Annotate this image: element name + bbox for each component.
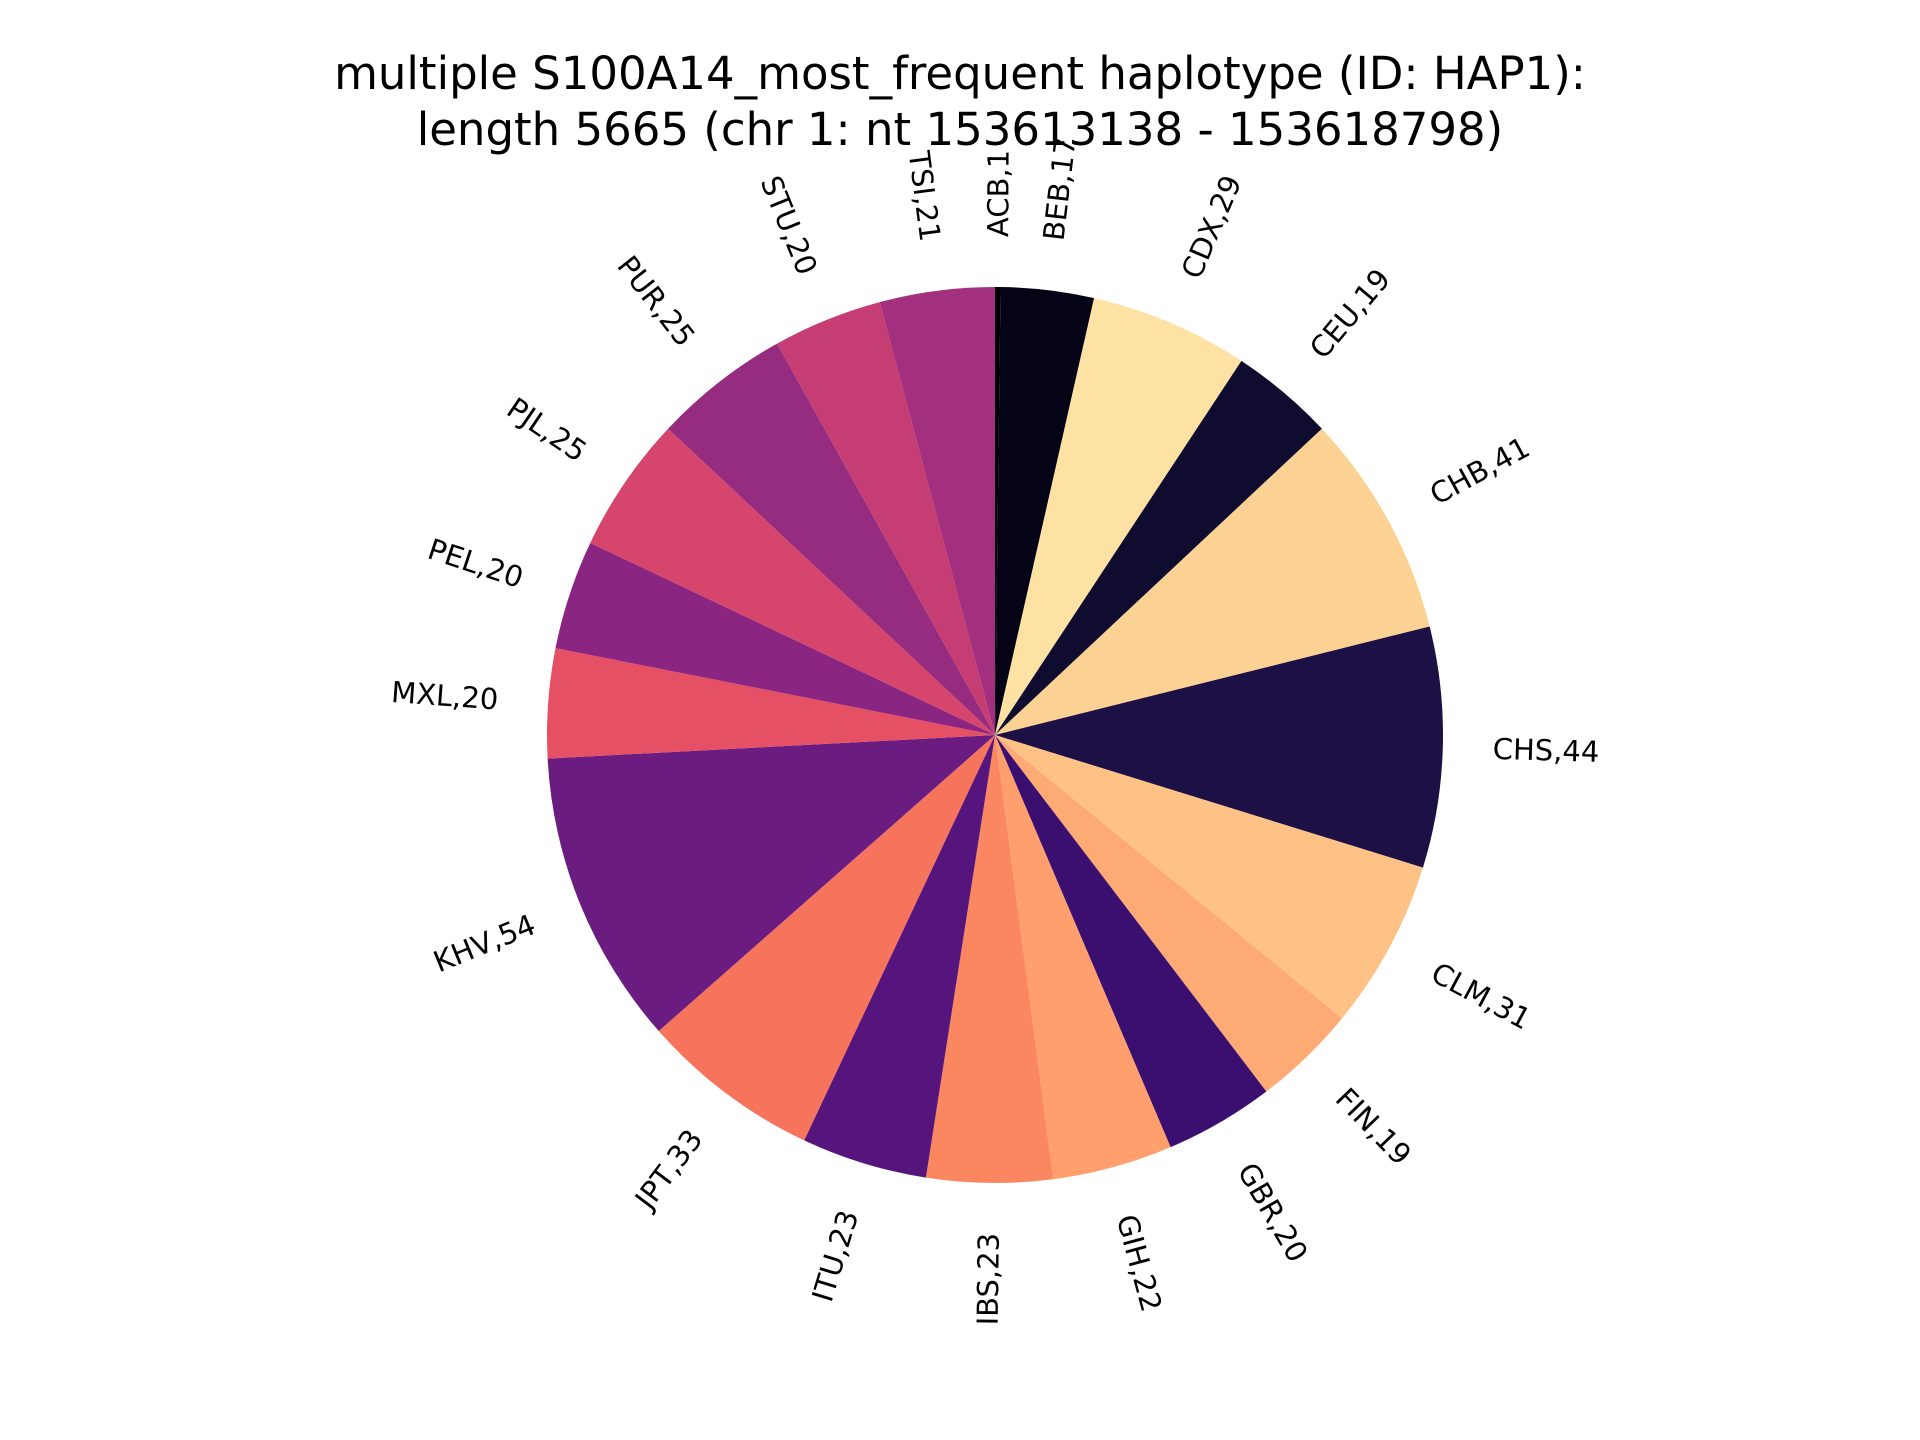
pie-slice-chb: [995, 428, 1430, 735]
pie-slice-tsi: [879, 287, 995, 735]
pie-slice-ibs: [925, 735, 1054, 1184]
pie-slice-khv: [547, 735, 995, 1032]
pie-label-itu: ITU,23: [805, 1206, 865, 1305]
pie-label-gbr: GBR,20: [1231, 1157, 1315, 1268]
pie-slice-beb: [995, 287, 1095, 735]
pie-label-ceu: CEU,19: [1303, 262, 1397, 365]
pie-label-chs: CHS,44: [1492, 732, 1600, 769]
pie-label-khv: KHV,54: [429, 907, 541, 979]
pie-slice-pur: [668, 343, 995, 735]
pie-label-jpt: JPT,33: [627, 1123, 709, 1217]
pie-slice-ceu: [995, 360, 1322, 735]
pie-slice-pjl: [590, 428, 995, 735]
pie-slice-itu: [804, 735, 995, 1178]
pie-label-cdx: CDX,29: [1175, 170, 1249, 283]
chart-title-line-2: length 5665 (chr 1: nt 153613138 - 15361…: [416, 103, 1504, 156]
pie-slice-chs: [995, 626, 1444, 868]
pie-slice-cdx: [995, 298, 1242, 735]
pie-label-ibs: IBS,23: [971, 1233, 1006, 1326]
pie-label-pur: PUR,25: [610, 249, 701, 353]
pie-label-fin: FIN,19: [1329, 1081, 1418, 1172]
pie-slice-fin: [995, 735, 1343, 1092]
pie-label-clm: CLM,31: [1426, 956, 1537, 1037]
pie-slice-clm: [995, 735, 1423, 1019]
pie-label-mxl: MXL,20: [390, 675, 499, 717]
chart-title: multiple S100A14_most_frequent haplotype…: [0, 46, 1920, 158]
pie-label-stu: STU,20: [754, 171, 824, 280]
pie-slice-gbr: [995, 735, 1267, 1148]
pie-label-beb: BEB,17: [1037, 135, 1083, 243]
pie-label-chb: CHB,41: [1424, 430, 1535, 512]
pie-slice-pel: [555, 542, 995, 735]
pie-slice-gih: [995, 735, 1171, 1180]
pie-label-pjl: PJL,25: [501, 391, 593, 469]
pie-label-pel: PEL,20: [424, 532, 528, 595]
pie-slice-jpt: [658, 735, 995, 1141]
pie-label-acb: ACB,1: [981, 150, 1016, 237]
pie-label-tsi: TSI,21: [902, 148, 948, 243]
pie-label-gih: GIH,22: [1110, 1211, 1169, 1315]
pie-slice-acb: [995, 286, 1001, 735]
pie-slices: [546, 286, 1444, 1184]
chart-title-line-1: multiple S100A14_most_frequent haplotype…: [334, 47, 1586, 100]
pie-slice-stu: [777, 302, 995, 735]
pie-slice-mxl: [546, 648, 995, 759]
